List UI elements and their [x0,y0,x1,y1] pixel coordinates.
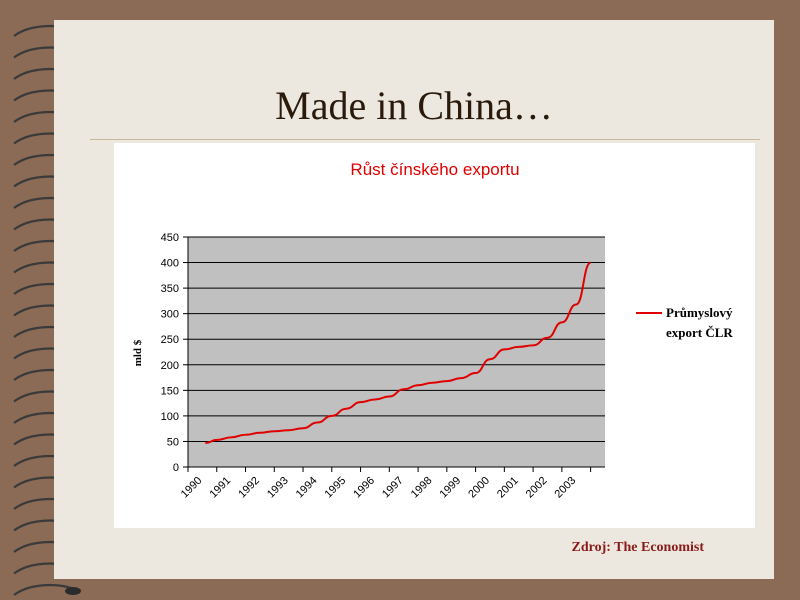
x-tick-label: 2000 [466,475,492,501]
series-line-prumyslovy-export [205,261,592,444]
chart-container: Růst čínského exportu 0 50 100 150 200 250 300… [114,143,755,528]
legend-label: Průmyslový export ČLR [666,305,733,340]
y-tick-label: 100 [161,411,179,423]
x-tick-label: 2003 [553,475,579,501]
x-tick-label: 2002 [524,475,550,501]
x-tick-label: 1999 [438,475,464,501]
y-tick-label: 200 [161,360,179,372]
x-axis-ticks: 1990 1991 1992 1993 1994 1995 1996 1997 1998 1999… [179,467,592,501]
x-tick-label: 1990 [179,475,205,501]
chart-title: Růst čínského exportu [350,160,519,179]
title-divider [90,139,760,140]
y-tick-label: 0 [173,462,179,474]
y-tick-label: 450 [161,232,179,244]
source-note: Zdroj: The Economist [571,540,705,555]
x-tick-label: 1994 [294,475,320,501]
legend-label-line: Průmyslový [666,305,733,320]
x-tick-label: 1997 [380,475,406,501]
y-tick-label: 300 [161,309,179,321]
x-tick-label: 1998 [409,475,435,501]
y-tick-label: 350 [161,283,179,295]
line-chart: Růst čínského exportu 0 50 100 150 200 250 300… [132,160,733,501]
x-tick-label: 1992 [236,475,262,501]
x-tick-label: 1995 [322,475,348,501]
y-axis-ticks: 0 50 100 150 200 250 300 350 400 450 [161,232,188,474]
x-tick-label: 1991 [207,475,233,501]
x-tick-label: 1996 [351,475,377,501]
x-tick-label: 2001 [495,475,521,501]
spiral-ring [13,583,75,596]
y-tick-label: 400 [161,258,179,270]
slide-title: Made in China… [275,83,553,128]
spiral-hole [65,587,81,595]
plot-area [188,237,605,467]
legend-label-line: export ČLR [666,325,733,340]
x-tick-label: 1993 [265,475,291,501]
y-axis-label: mld $ [132,339,144,366]
y-tick-label: 150 [161,385,179,397]
y-tick-label: 50 [167,436,179,448]
slide: Made in China… Růst čínského exportu 0 50… [54,20,774,579]
legend: Průmyslový export ČLR [636,305,733,340]
y-tick-label: 250 [161,334,179,346]
